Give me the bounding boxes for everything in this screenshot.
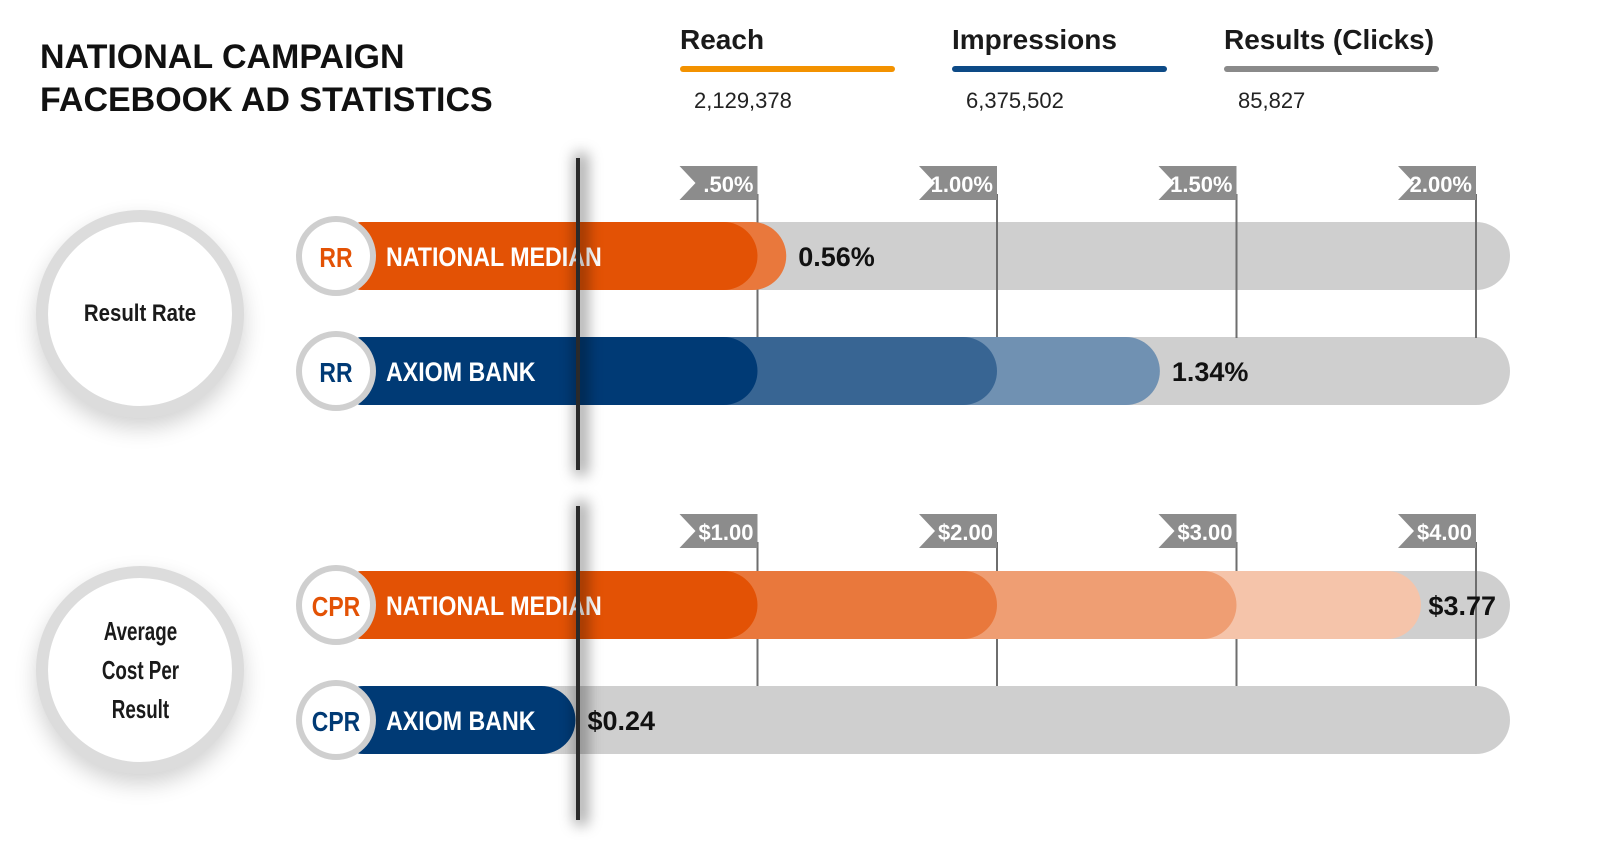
bar-value-label: $0.24 xyxy=(587,706,655,736)
stat-results-underline xyxy=(1224,66,1439,72)
badge-circle xyxy=(302,337,370,405)
tick-flag xyxy=(1158,166,1237,200)
badge-label: RR xyxy=(319,243,352,274)
badge-label: CPR xyxy=(312,707,360,738)
stat-impressions-label: Impressions xyxy=(952,24,1117,55)
tick-flag xyxy=(919,166,997,200)
bar-segment xyxy=(330,571,758,639)
bar-track xyxy=(330,686,1510,754)
result-rate-label: Result Rate xyxy=(83,300,197,327)
stat-reach-label: Reach xyxy=(680,24,765,55)
result-rate-circle: Result Rate xyxy=(48,222,232,406)
stat-results: Results (Clicks) 85,827 xyxy=(1224,24,1439,114)
tick-label: $4.00 xyxy=(1417,520,1472,545)
panel-divider-top xyxy=(576,158,580,470)
bar-series-label: NATIONAL MEDIAN xyxy=(386,591,602,621)
tick-flag xyxy=(1398,514,1476,548)
tick-label: .50% xyxy=(703,172,753,197)
badge-circle xyxy=(302,686,370,754)
tick-flag xyxy=(679,166,758,200)
bar-value-label: 0.56% xyxy=(798,242,875,272)
tick-label: 2.00% xyxy=(1410,172,1472,197)
panel-divider-bottom xyxy=(576,506,580,820)
bar-segment xyxy=(330,686,576,754)
stat-impressions: Impressions 6,375,502 xyxy=(952,24,1167,114)
stat-results-label: Results (Clicks) xyxy=(1224,24,1435,55)
cost-per-result-line-3: Result xyxy=(111,693,169,724)
page-title: NATIONAL CAMPAIGN FACEBOOK AD STATISTICS xyxy=(40,36,493,122)
tick-label: 1.50% xyxy=(1170,172,1232,197)
bar-series-label: AXIOM BANK xyxy=(386,706,536,736)
badge-label: CPR xyxy=(312,592,360,623)
bar-segment xyxy=(330,222,758,290)
cost-per-result-circle: Average Cost Per Result xyxy=(48,578,232,762)
bar-series-label: NATIONAL MEDIAN xyxy=(386,242,602,272)
stat-reach-underline xyxy=(680,66,895,72)
bar-segment xyxy=(330,337,758,405)
tick-label: $1.00 xyxy=(698,520,753,545)
stat-impressions-underline xyxy=(952,66,1167,72)
badge-circle xyxy=(302,571,370,639)
badge-label: RR xyxy=(319,358,352,389)
bar-value-label: $3.77 xyxy=(1428,591,1496,621)
tick-label: 1.00% xyxy=(931,172,993,197)
bar-value-label: 1.34% xyxy=(1172,357,1249,387)
stat-reach-value: 2,129,378 xyxy=(694,88,792,113)
badge-circle xyxy=(302,222,370,290)
tick-label: $2.00 xyxy=(938,520,993,545)
cost-per-result-label: Average Cost Per Result xyxy=(95,612,186,729)
stat-reach: Reach 2,129,378 xyxy=(680,24,895,114)
cost-per-result-line-2: Cost Per xyxy=(101,654,179,685)
tick-flag xyxy=(1398,166,1476,200)
title-line-1: NATIONAL CAMPAIGN xyxy=(40,38,405,76)
cost-per-result-line-1: Average xyxy=(103,615,177,646)
stat-impressions-value: 6,375,502 xyxy=(966,88,1064,113)
stat-results-value: 85,827 xyxy=(1238,88,1306,113)
tick-flag xyxy=(1158,514,1237,548)
bar-series-label: AXIOM BANK xyxy=(386,357,536,387)
tick-flag xyxy=(919,514,997,548)
tick-label: $3.00 xyxy=(1177,520,1232,545)
tick-flag xyxy=(679,514,758,548)
title-line-2: FACEBOOK AD STATISTICS xyxy=(40,81,493,119)
